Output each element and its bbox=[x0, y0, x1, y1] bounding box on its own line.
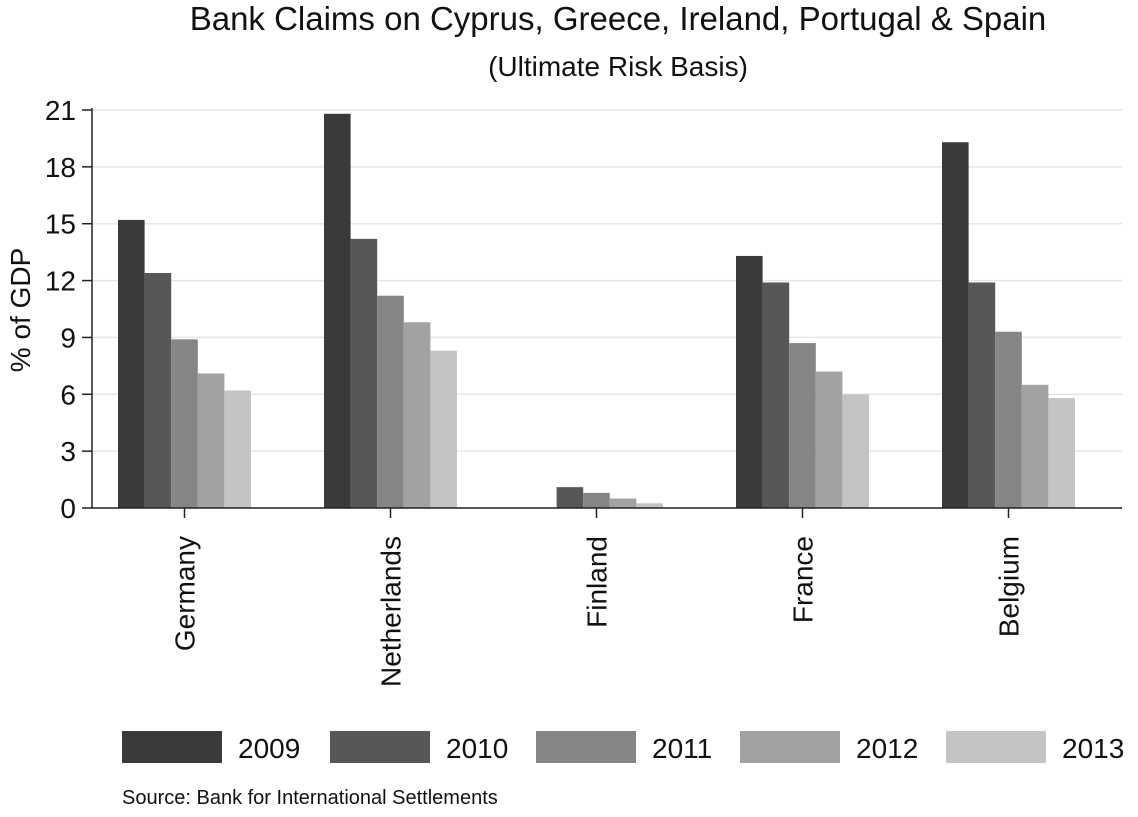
bar-finland-2010 bbox=[556, 487, 584, 508]
legend-label: 2012 bbox=[856, 733, 918, 764]
bar-germany-2013 bbox=[224, 390, 251, 508]
bar-netherlands-2010 bbox=[350, 238, 378, 508]
bar-france-2009 bbox=[736, 255, 763, 508]
legend-label: 2011 bbox=[652, 733, 712, 764]
bar-germany-2011 bbox=[171, 339, 198, 508]
legend: 2009 2010 2011 2012 2013 bbox=[122, 731, 1124, 764]
bar-netherlands-2013 bbox=[430, 350, 457, 508]
bar-belgium-2010 bbox=[968, 282, 996, 508]
legend-swatch-2011 bbox=[536, 731, 636, 763]
x-category-label: Belgium bbox=[994, 536, 1025, 637]
bar-netherlands-2009 bbox=[324, 113, 351, 509]
y-axis-title: % of GDP bbox=[5, 248, 36, 372]
y-tick-label: 18 bbox=[45, 152, 76, 183]
bar-netherlands-2012 bbox=[403, 322, 431, 508]
y-tick-label: 3 bbox=[60, 436, 76, 467]
bar-belgium-2013 bbox=[1048, 398, 1075, 508]
x-category-label: Finland bbox=[582, 536, 613, 628]
bar-france-2011 bbox=[789, 343, 816, 508]
bar-germany-2012 bbox=[197, 373, 225, 508]
bar-finland-2011 bbox=[583, 492, 610, 508]
y-axis-ticks: 0 3 6 9 12 15 18 21 bbox=[45, 95, 92, 524]
x-category-label: France bbox=[788, 536, 819, 623]
axes bbox=[91, 108, 1122, 518]
x-category-label: Germany bbox=[170, 536, 201, 651]
source-note: Source: Bank for International Settlemen… bbox=[122, 787, 498, 809]
y-tick-label: 12 bbox=[45, 266, 76, 297]
y-tick-label: 0 bbox=[60, 493, 76, 524]
gridlines bbox=[92, 109, 1122, 452]
legend-label: 2013 bbox=[1062, 733, 1124, 764]
bar-belgium-2009 bbox=[942, 142, 969, 508]
bar-germany-2010 bbox=[144, 272, 172, 508]
bar-france-2013 bbox=[842, 394, 869, 508]
bar-netherlands-2011 bbox=[377, 295, 404, 508]
y-tick-label: 9 bbox=[60, 322, 76, 353]
legend-label: 2009 bbox=[238, 733, 300, 764]
chart-title: Bank Claims on Cyprus, Greece, Ireland, … bbox=[190, 0, 1047, 37]
legend-swatch-2010 bbox=[330, 731, 430, 763]
y-tick-label: 21 bbox=[45, 95, 76, 126]
bar-germany-2009 bbox=[118, 219, 145, 508]
legend-swatch-2012 bbox=[740, 731, 840, 763]
bar-france-2012 bbox=[815, 371, 843, 508]
bar-france-2010 bbox=[762, 282, 790, 508]
bar-finland-2013 bbox=[636, 503, 663, 508]
y-tick-label: 6 bbox=[60, 379, 76, 410]
bars bbox=[118, 113, 1075, 509]
x-category-label: Netherlands bbox=[376, 536, 407, 687]
y-tick-label: 15 bbox=[45, 209, 76, 240]
bar-finland-2012 bbox=[609, 498, 637, 508]
legend-label: 2010 bbox=[446, 733, 508, 764]
bar-belgium-2011 bbox=[995, 331, 1022, 508]
legend-swatch-2013 bbox=[946, 731, 1046, 763]
category-labels: Germany Netherlands Finland France Belgium bbox=[170, 536, 1025, 687]
bar-belgium-2012 bbox=[1021, 384, 1049, 508]
legend-swatch-2009 bbox=[122, 731, 222, 763]
chart-subtitle: (Ultimate Risk Basis) bbox=[488, 51, 748, 82]
